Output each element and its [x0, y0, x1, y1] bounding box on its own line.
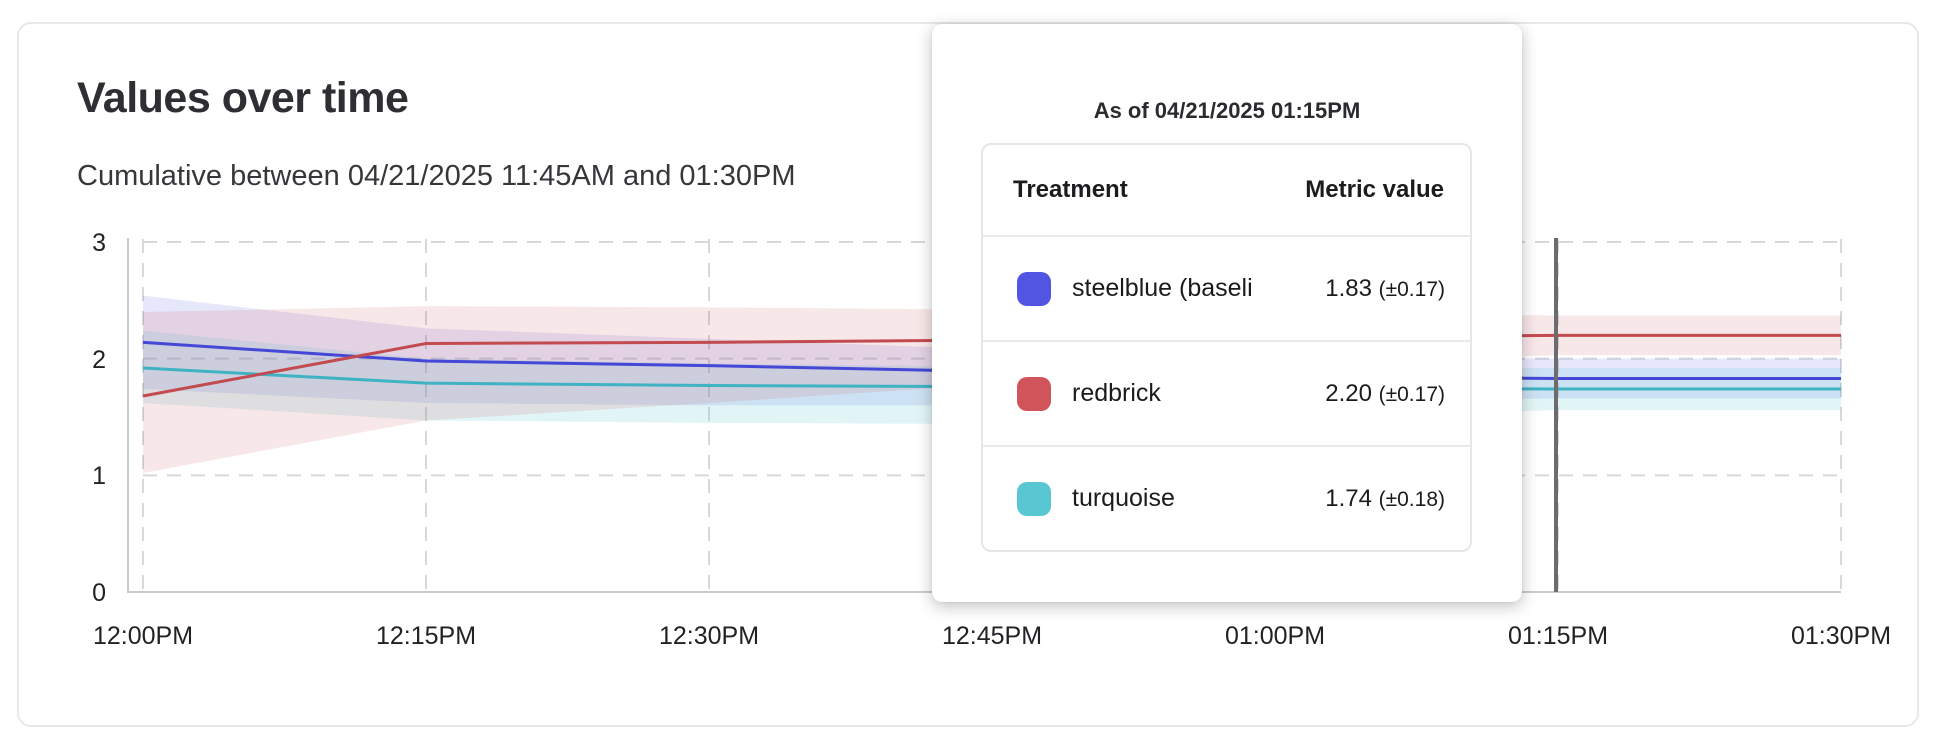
- x-tick-label: 12:45PM: [941, 622, 1043, 650]
- metric-uncertainty: (±0.17): [1378, 382, 1445, 406]
- y-tick-label: 0: [92, 579, 106, 607]
- treatment-color-swatch: [1017, 271, 1051, 306]
- x-tick-label: 12:15PM: [375, 622, 477, 650]
- tooltip-row: turquoise 1.74 (±0.18): [983, 445, 1470, 550]
- column-header-treatment: Treatment: [1013, 176, 1128, 203]
- chart-subtitle: Cumulative between 04/21/2025 11:45AM an…: [77, 160, 796, 192]
- x-tick-label: 12:00PM: [92, 622, 194, 650]
- y-tick-label: 2: [92, 345, 106, 374]
- y-tick-label: 3: [92, 229, 106, 257]
- tooltip-rows: steelblue (baseli 1.83 (±0.17) redbrick 2.2…: [983, 235, 1470, 550]
- page-title: Values over time: [77, 74, 409, 122]
- tooltip-row: steelblue (baseli 1.83 (±0.17): [983, 235, 1470, 340]
- tooltip-title: As of 04/21/2025 01:15PM: [1093, 98, 1361, 123]
- treatment-color-swatch: [1017, 481, 1051, 516]
- y-tick-label: 1: [92, 462, 106, 491]
- tooltip-table: Treatment Metric value steelblue (baseli…: [981, 143, 1472, 552]
- hover-tooltip: As of 04/21/2025 01:15PM Treatment Metri…: [932, 24, 1522, 602]
- x-tick-label: 01:30PM: [1790, 622, 1892, 650]
- metric-uncertainty: (±0.18): [1378, 487, 1445, 511]
- metric-value: 2.20 (±0.17): [1325, 379, 1445, 407]
- treatment-color-swatch: [1017, 376, 1051, 411]
- metric-uncertainty: (±0.17): [1378, 277, 1445, 301]
- x-tick-label: 12:30PM: [658, 622, 760, 650]
- treatment-label: turquoise: [1072, 484, 1175, 512]
- x-tick-label: 01:00PM: [1224, 622, 1326, 650]
- column-header-metric-value: Metric value: [1305, 176, 1444, 203]
- metric-value: 1.83 (±0.17): [1325, 274, 1445, 302]
- treatment-label: redbrick: [1072, 379, 1161, 407]
- tooltip-table-header: Treatment Metric value: [983, 145, 1470, 235]
- metric-value: 1.74 (±0.18): [1325, 484, 1445, 512]
- treatment-label: steelblue (baseli: [1072, 274, 1253, 302]
- x-tick-label: 01:15PM: [1507, 622, 1609, 650]
- tooltip-row: redbrick 2.20 (±0.17): [983, 340, 1470, 445]
